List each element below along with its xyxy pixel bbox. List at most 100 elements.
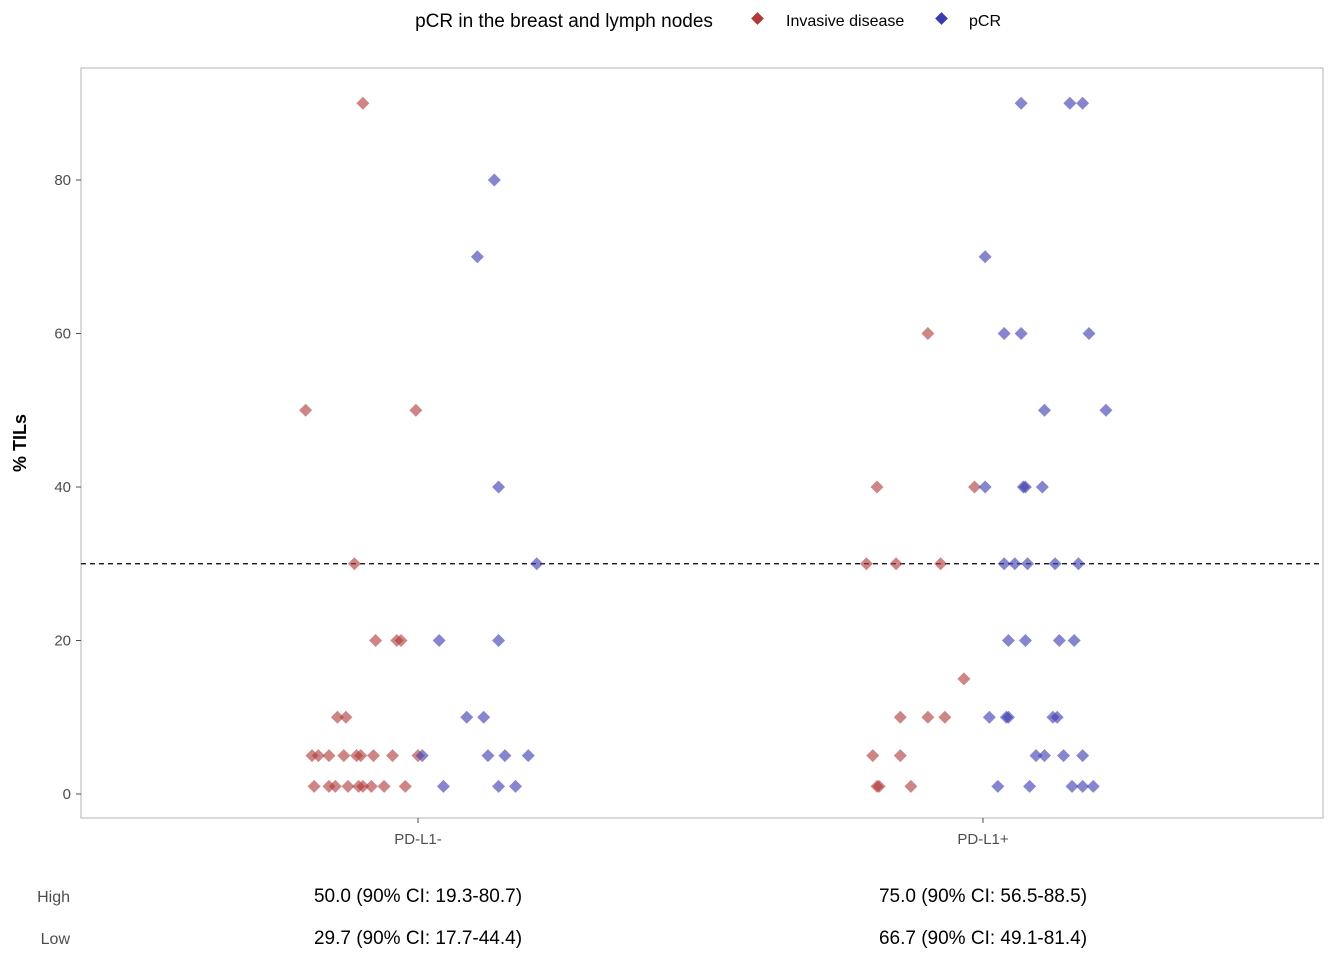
point-pcr — [1018, 634, 1032, 647]
legend-label-pcr: pCR — [969, 13, 1001, 30]
point-invasive-disease — [307, 779, 321, 793]
point-pcr — [1099, 403, 1113, 417]
point-invasive-disease — [859, 557, 873, 571]
point-pcr — [997, 327, 1011, 340]
legend-title: pCR in the breast and lymph nodes — [415, 11, 713, 32]
point-invasive-disease — [938, 710, 952, 724]
point-pcr — [509, 779, 523, 793]
point-invasive-disease — [394, 634, 408, 647]
point-invasive-disease — [866, 749, 880, 763]
point-pcr — [436, 779, 450, 793]
point-pcr — [498, 749, 512, 763]
point-pcr — [1065, 779, 1079, 793]
point-pcr — [432, 634, 446, 647]
point-pcr — [1001, 634, 1015, 647]
point-invasive-disease — [354, 749, 368, 763]
point-invasive-disease — [398, 779, 412, 793]
point-invasive-disease — [337, 749, 351, 763]
point-invasive-disease — [322, 749, 336, 763]
y-axis-title: % TILs — [10, 414, 30, 472]
point-pcr — [1021, 557, 1035, 571]
row-high-pdl1-neg: 50.0 (90% CI: 19.3-80.7) — [314, 886, 522, 907]
point-invasive-disease — [356, 96, 370, 110]
point-pcr — [460, 710, 474, 724]
point-pcr — [1037, 749, 1051, 763]
point-pcr — [1076, 779, 1090, 793]
point-invasive-disease — [921, 710, 935, 724]
point-pcr — [1048, 557, 1062, 571]
point-pcr — [415, 749, 429, 763]
point-pcr — [1023, 779, 1037, 793]
point-invasive-disease — [328, 779, 342, 793]
point-pcr — [1018, 480, 1032, 494]
y-tick-label: 0 — [63, 786, 71, 803]
point-pcr — [982, 710, 996, 724]
point-invasive-disease — [330, 710, 344, 724]
point-invasive-disease — [369, 634, 383, 647]
point-pcr — [530, 557, 544, 571]
point-invasive-disease — [968, 480, 982, 494]
rate-table: High 50.0 (90% CI: 19.3-80.7) 75.0 (90% … — [37, 886, 1087, 949]
point-pcr — [492, 779, 506, 793]
point-pcr — [1086, 779, 1100, 793]
point-invasive-disease — [409, 403, 423, 417]
point-invasive-disease — [386, 749, 400, 763]
point-invasive-disease — [341, 779, 355, 793]
point-pcr — [1063, 96, 1077, 110]
point-pcr — [470, 250, 484, 264]
legend-label-invasive-disease: Invasive disease — [786, 13, 904, 30]
point-invasive-disease — [889, 557, 903, 571]
point-pcr — [1001, 710, 1015, 724]
point-invasive-disease — [366, 749, 380, 763]
y-tick-label: 20 — [54, 633, 71, 650]
row-high-pdl1-pos: 75.0 (90% CI: 56.5-88.5) — [879, 886, 1087, 907]
point-pcr — [1082, 327, 1096, 340]
row-label-low: Low — [41, 931, 71, 948]
data-points — [299, 96, 1113, 793]
point-pcr — [1076, 749, 1090, 763]
y-axis: 0 20 40 60 80 — [54, 172, 81, 803]
point-pcr — [1008, 557, 1022, 571]
point-pcr — [1050, 710, 1064, 724]
legend-key-invasive-disease — [751, 12, 764, 25]
point-pcr — [1067, 634, 1081, 647]
point-pcr — [521, 749, 535, 763]
point-pcr — [1029, 749, 1043, 763]
point-invasive-disease — [870, 480, 884, 494]
x-tick-label: PD-L1- — [394, 831, 442, 848]
point-invasive-disease — [299, 403, 313, 417]
point-pcr — [487, 173, 501, 187]
point-pcr — [477, 710, 491, 724]
point-invasive-disease — [347, 557, 361, 571]
point-invasive-disease — [311, 749, 325, 763]
point-invasive-disease — [356, 779, 370, 793]
row-label-high: High — [37, 889, 70, 906]
point-invasive-disease — [893, 749, 907, 763]
point-invasive-disease — [957, 672, 971, 686]
y-tick-label: 60 — [54, 326, 71, 343]
point-invasive-disease — [339, 710, 353, 724]
point-pcr — [991, 779, 1005, 793]
point-invasive-disease — [934, 557, 948, 571]
point-pcr — [492, 634, 506, 647]
point-invasive-disease — [377, 779, 391, 793]
point-pcr — [1037, 403, 1051, 417]
point-pcr — [1035, 480, 1049, 494]
point-pcr — [1076, 96, 1090, 110]
point-pcr — [997, 557, 1011, 571]
point-pcr — [1071, 557, 1085, 571]
point-pcr — [1052, 634, 1066, 647]
point-invasive-disease — [364, 779, 378, 793]
point-pcr — [978, 250, 992, 264]
point-pcr — [1014, 96, 1028, 110]
row-low-pdl1-pos: 66.7 (90% CI: 49.1-81.4) — [879, 928, 1087, 949]
row-low-pdl1-neg: 29.7 (90% CI: 17.7-44.4) — [314, 928, 522, 949]
legend-key-pcr — [935, 12, 948, 25]
point-pcr — [481, 749, 495, 763]
point-invasive-disease — [921, 327, 935, 340]
point-pcr — [978, 480, 992, 494]
point-pcr — [1014, 327, 1028, 340]
y-tick-label: 40 — [54, 479, 71, 496]
point-pcr — [492, 480, 506, 494]
